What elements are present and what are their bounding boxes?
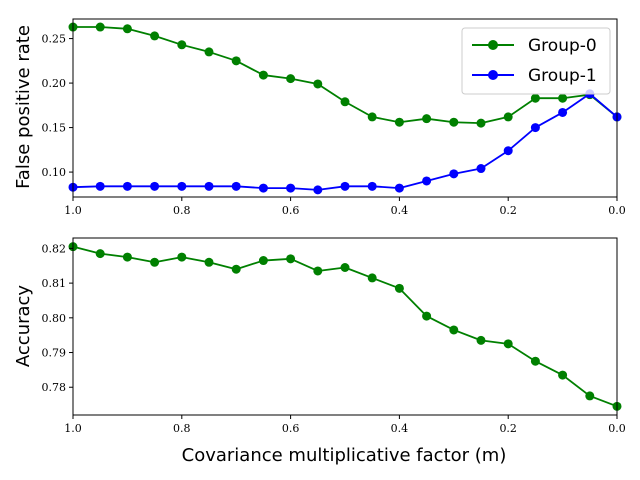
fpr-y-axis-title: False positive rate — [13, 25, 34, 189]
accuracy-series-0-point-1 — [95, 249, 105, 259]
accuracy-x-tick-label-5: 0.0 — [608, 422, 626, 435]
fpr-y-tick-label-3: 0.25 — [42, 33, 67, 46]
fpr-series-0-point-14 — [449, 117, 459, 127]
fpr-series-1-point-2 — [122, 181, 132, 191]
accuracy-x-tick-label-4: 0.2 — [499, 422, 517, 435]
accuracy-x-tick-label-1: 0.8 — [173, 422, 191, 435]
accuracy-panel: 1.0 0.8 0.6 0.4 0.2 0.0 0.78 0.79 0.80 0.81 0.82 A… — [13, 237, 626, 466]
accuracy-y-axis-title: Accuracy — [13, 285, 34, 368]
fpr-series-1-point-3 — [150, 181, 160, 191]
legend-marker-group-1 — [488, 70, 498, 80]
fpr-series-0-point-5 — [204, 47, 214, 57]
legend-marker-group-0 — [488, 40, 498, 50]
fpr-series-1-point-6 — [231, 181, 241, 191]
accuracy-y-tick-label-2: 0.80 — [42, 312, 67, 325]
fpr-series-0-point-1 — [95, 22, 105, 32]
fpr-series-1-point-9 — [313, 185, 323, 195]
fpr-series-0-point-3 — [150, 31, 160, 41]
accuracy-series-0-point-6 — [231, 264, 241, 274]
fpr-series-0-point-12 — [394, 117, 404, 127]
accuracy-y-tick-label-1: 0.79 — [42, 347, 67, 360]
fpr-series-0-point-4 — [177, 40, 187, 50]
fpr-series-0-point-11 — [367, 112, 377, 122]
accuracy-series-0-point-11 — [367, 273, 377, 283]
fpr-series-0-point-2 — [122, 24, 132, 34]
fpr-x-tick-label-5: 0.0 — [608, 204, 626, 217]
accuracy-x-tick-label-0: 1.0 — [64, 422, 82, 435]
accuracy-series-0-point-14 — [449, 325, 459, 335]
accuracy-series-0-point-13 — [422, 311, 432, 321]
fpr-series-1-point-17 — [530, 123, 540, 133]
fpr-series-1-point-8 — [286, 183, 296, 193]
accuracy-series-0-point-9 — [313, 266, 323, 276]
fpr-series-0-point-10 — [340, 97, 350, 107]
accuracy-axes-frame — [72, 237, 618, 416]
fpr-series-0-point-7 — [258, 70, 268, 80]
accuracy-series-0-point-17 — [530, 356, 540, 366]
accuracy-series-0-point-15 — [476, 335, 486, 345]
accuracy-series-0-point-2 — [122, 252, 132, 262]
fpr-series-0-point-13 — [422, 114, 432, 124]
accuracy-series-0-point-10 — [340, 263, 350, 272]
fpr-series-0-point-8 — [286, 74, 296, 84]
accuracy-series-0-point-4 — [177, 252, 187, 262]
fpr-x-tick-label-2: 0.6 — [282, 204, 300, 217]
fpr-series-1-point-5 — [204, 181, 214, 191]
fpr-series-1-point-7 — [258, 183, 268, 193]
fpr-series-1-point-12 — [394, 183, 404, 193]
fpr-series-0-point-17 — [530, 93, 540, 103]
accuracy-x-tick-label-2: 0.6 — [282, 422, 300, 435]
accuracy-plot-layer: 1.0 0.8 0.6 0.4 0.2 0.0 0.78 0.79 0.80 0.81 0.82 — [42, 237, 626, 435]
accuracy-y-tick-label-4: 0.82 — [42, 242, 67, 255]
legend: Group-0 Group-1 — [461, 27, 611, 95]
accuracy-x-tick-label-3: 0.4 — [391, 422, 409, 435]
fpr-series-1-point-1 — [95, 181, 105, 191]
fpr-series-1-point-13 — [422, 176, 432, 186]
fpr-x-tick-label-1: 0.8 — [173, 204, 191, 217]
fpr-series-1-point-16 — [503, 146, 513, 156]
fpr-x-tick-label-0: 1.0 — [64, 204, 82, 217]
fpr-series-0-point-6 — [231, 56, 241, 66]
fpr-y-tick-label-1: 0.15 — [42, 122, 67, 135]
legend-label-group-0: Group-0 — [528, 36, 597, 56]
fpr-series-1-point-11 — [367, 181, 377, 191]
accuracy-series-0-point-8 — [286, 254, 296, 264]
fpr-axes-frame — [72, 18, 618, 198]
accuracy-y-tick-label-0: 0.78 — [42, 381, 67, 394]
accuracy-y-tick-label-3: 0.81 — [42, 277, 67, 290]
accuracy-series-0-point-19 — [585, 391, 595, 401]
accuracy-series-0-point-3 — [150, 257, 160, 267]
fpr-x-tick-label-4: 0.2 — [499, 204, 517, 217]
fpr-series-1-point-14 — [449, 169, 459, 179]
legend-label-group-1: Group-1 — [528, 66, 597, 86]
fpr-series-0-point-15 — [476, 118, 486, 128]
x-axis-title: Covariance multiplicative factor (m) — [182, 445, 507, 466]
fpr-series-1-point-4 — [177, 181, 187, 191]
accuracy-series-0-point-18 — [558, 370, 568, 380]
accuracy-series-0-point-5 — [204, 257, 214, 267]
fpr-series-1-point-15 — [476, 164, 486, 174]
fpr-series-1-point-18 — [558, 107, 568, 117]
fpr-x-tick-label-3: 0.4 — [391, 204, 409, 217]
fpr-series-0-point-9 — [313, 79, 323, 89]
accuracy-series-0-point-16 — [503, 339, 513, 349]
fpr-plot-layer: 1.0 0.8 0.6 0.4 0.2 0.0 0.10 0.15 0.20 0.25 — [42, 18, 626, 217]
fpr-series-1-point-10 — [340, 181, 350, 191]
fpr-series-0-point-16 — [503, 112, 513, 122]
fpr-y-tick-label-2: 0.20 — [42, 77, 67, 90]
fpr-series-0-point-18 — [558, 93, 568, 103]
fpr-y-tick-label-0: 0.10 — [42, 166, 67, 179]
accuracy-series-0-point-12 — [394, 283, 404, 293]
fpr-panel: 1.0 0.8 0.6 0.4 0.2 0.0 0.10 0.15 0.20 0.25 False… — [13, 18, 626, 217]
accuracy-series-0-point-7 — [258, 256, 268, 266]
